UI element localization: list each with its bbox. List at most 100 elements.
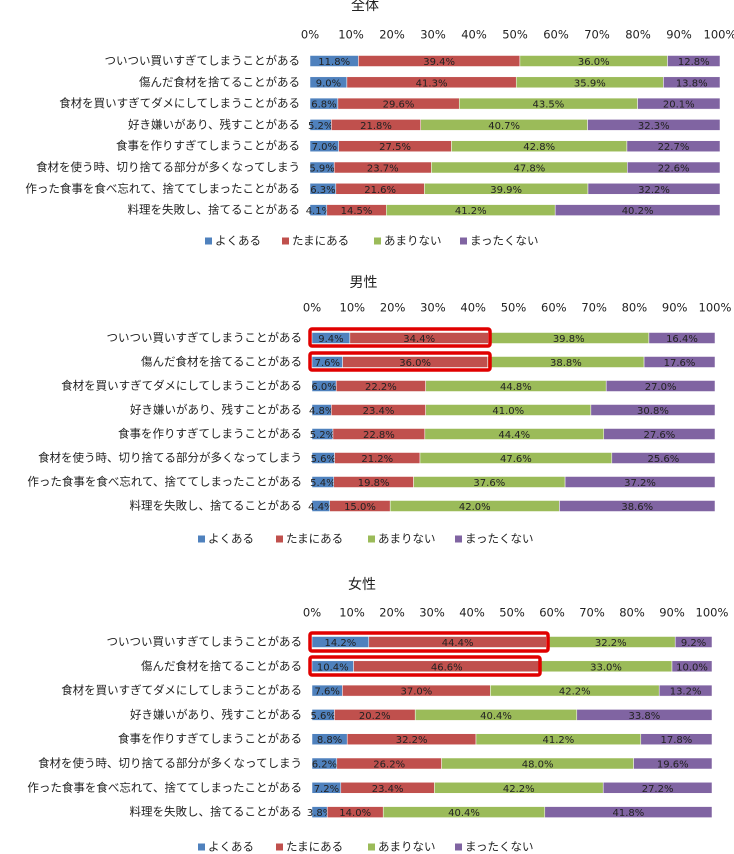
highlight-box bbox=[308, 351, 492, 372]
value-label: 7.0% bbox=[312, 142, 337, 153]
value-label: 39.4% bbox=[423, 57, 455, 68]
legend-label: あまりない bbox=[384, 234, 442, 248]
chart-title: 女性 bbox=[348, 576, 376, 593]
bar-segment bbox=[663, 76, 721, 89]
category-label: 作った食事を食べ忘れて、捨ててしまったことがある bbox=[27, 475, 302, 489]
x-tick-label: 20% bbox=[379, 606, 405, 620]
x-tick-label: 30% bbox=[420, 301, 446, 315]
value-label: 3.8% bbox=[307, 808, 332, 819]
bar-segment bbox=[671, 660, 713, 673]
x-tick-label: 0% bbox=[303, 301, 321, 315]
x-tick-label: 50% bbox=[499, 606, 525, 620]
bar-segment bbox=[544, 806, 713, 818]
value-label: 4.1% bbox=[306, 206, 331, 217]
category-label: 食事を作りすぎてしまうことがある bbox=[116, 139, 300, 153]
value-label: 37.2% bbox=[624, 478, 656, 489]
value-label: 25.6% bbox=[648, 454, 680, 465]
bar-segment bbox=[603, 428, 716, 440]
value-label: 9.0% bbox=[316, 78, 341, 89]
value-label: 4.8% bbox=[309, 406, 334, 417]
value-label: 33.8% bbox=[629, 711, 661, 722]
value-label: 21.2% bbox=[361, 454, 393, 465]
x-tick-label: 60% bbox=[543, 28, 569, 42]
value-label: 40.4% bbox=[448, 808, 480, 819]
value-label: 26.2% bbox=[373, 760, 405, 771]
value-label: 19.8% bbox=[358, 478, 390, 489]
value-label: 41.2% bbox=[455, 206, 487, 217]
legend-label: たまにある bbox=[286, 532, 343, 546]
category-label: 食材を使う時、切り捨てる部分が多くなってしまう bbox=[38, 756, 302, 770]
x-tick-label: 100% bbox=[696, 606, 729, 620]
bar-segment bbox=[667, 55, 721, 67]
x-tick-label: 40% bbox=[459, 606, 485, 620]
value-label: 5.4% bbox=[310, 478, 335, 489]
bar-segment bbox=[643, 356, 716, 368]
value-label: 42.0% bbox=[459, 502, 491, 513]
x-tick-label: 70% bbox=[579, 606, 605, 620]
value-label: 8.8% bbox=[317, 735, 342, 746]
chart-title: 全体 bbox=[351, 0, 379, 14]
value-label: 27.5% bbox=[379, 142, 411, 153]
value-label: 44.4% bbox=[498, 430, 530, 441]
value-label: 20.2% bbox=[359, 711, 391, 722]
legend-swatch bbox=[455, 843, 462, 851]
x-tick-label: 30% bbox=[419, 606, 445, 620]
legend-label: よくある bbox=[208, 840, 254, 854]
bar-segment bbox=[626, 140, 721, 152]
category-label: 傷んだ食材を捨てることがある bbox=[139, 75, 300, 89]
value-label: 20.1% bbox=[663, 100, 695, 111]
bar-segment bbox=[627, 161, 721, 174]
value-label: 6.8% bbox=[311, 100, 336, 111]
value-label: 9.4% bbox=[318, 334, 343, 345]
value-label: 44.4% bbox=[442, 638, 474, 649]
bar-segment bbox=[637, 97, 721, 110]
value-label: 41.8% bbox=[613, 808, 645, 819]
legend-swatch bbox=[374, 237, 381, 245]
value-label: 5.2% bbox=[310, 430, 335, 441]
legend-swatch bbox=[282, 237, 289, 245]
bar-segment bbox=[658, 684, 713, 697]
highlight-box bbox=[308, 655, 542, 677]
value-label: 43.5% bbox=[533, 100, 565, 111]
value-label: 38.8% bbox=[550, 358, 582, 369]
value-label: 7.2% bbox=[314, 784, 339, 795]
legend-label: たまにある bbox=[286, 840, 343, 854]
x-tick-label: 10% bbox=[338, 28, 364, 42]
value-label: 11.8% bbox=[318, 57, 350, 68]
value-label: 40.2% bbox=[622, 206, 654, 217]
bar-segment bbox=[611, 452, 716, 464]
value-label: 7.6% bbox=[315, 358, 340, 369]
value-label: 36.0% bbox=[578, 57, 610, 68]
value-label: 36.0% bbox=[399, 358, 431, 369]
value-label: 41.0% bbox=[492, 406, 524, 417]
value-label: 5.6% bbox=[310, 711, 335, 722]
category-label: 食材を買いすぎてダメにしてしまうことがある bbox=[61, 379, 302, 393]
bar-segment bbox=[559, 500, 716, 512]
value-label: 10.4% bbox=[317, 662, 349, 673]
x-tick-label: 90% bbox=[662, 301, 688, 315]
value-label: 23.4% bbox=[363, 406, 395, 417]
bar-segment bbox=[605, 380, 716, 392]
category-label: ついつい買いすぎてしまうことがある bbox=[105, 54, 301, 68]
value-label: 6.0% bbox=[311, 382, 336, 393]
legend-swatch bbox=[198, 843, 205, 851]
x-tick-label: 80% bbox=[622, 301, 648, 315]
value-label: 14.5% bbox=[341, 206, 373, 217]
category-label: 食事を作りすぎてしまうことがある bbox=[118, 732, 302, 746]
x-tick-label: 20% bbox=[380, 301, 406, 315]
legend-label: あまりない bbox=[378, 840, 436, 854]
value-label: 5.2% bbox=[308, 121, 333, 132]
value-label: 29.6% bbox=[383, 100, 415, 111]
category-label: 食事を作りすぎてしまうことがある bbox=[118, 427, 302, 441]
value-label: 23.4% bbox=[372, 784, 404, 795]
value-label: 41.2% bbox=[543, 735, 575, 746]
value-label: 40.7% bbox=[488, 121, 520, 132]
legend-swatch bbox=[276, 535, 283, 543]
value-label: 22.6% bbox=[658, 164, 690, 175]
value-label: 4.4% bbox=[308, 502, 333, 513]
category-label: ついつい買いすぎてしまうことがある bbox=[107, 331, 303, 345]
value-label: 17.8% bbox=[661, 735, 693, 746]
value-label: 21.8% bbox=[360, 121, 392, 132]
value-label: 10.0% bbox=[676, 662, 708, 673]
